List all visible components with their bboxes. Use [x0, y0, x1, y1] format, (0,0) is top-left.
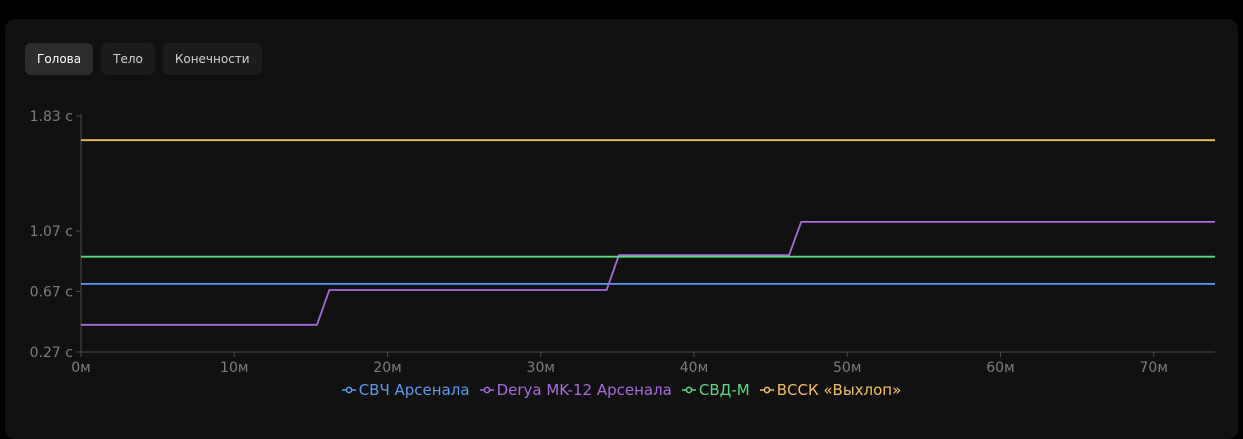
legend-item[interactable]: Derya MK-12 Арсенала	[479, 381, 672, 399]
line-chart: 1.83 с 1.07 с 0.67 с 0.27 с0м 10м 20м 30м 40м 50…	[30, 109, 1215, 376]
legend-label: ВССК «Выхлоп»	[776, 381, 902, 399]
y-tick-label: 0.67 с	[30, 284, 73, 300]
chart-legend: СВЧ Арсенала Derya MK-12 Арсенала СВД-М ВСС…	[5, 381, 1238, 399]
x-tick-label: 50м	[833, 360, 861, 376]
x-tick-label: 30м	[527, 360, 555, 376]
tab-limbs[interactable]: Конечности	[162, 43, 262, 75]
series-line-1	[81, 221, 1215, 326]
legend-item[interactable]: СВД-М	[681, 381, 750, 399]
body-part-tabs: Голова Тело Конечности	[25, 43, 262, 75]
x-tick-label: 0м	[71, 360, 90, 376]
legend-item[interactable]: СВЧ Арсенала	[341, 381, 470, 399]
legend-marker-icon	[479, 386, 494, 394]
tab-body[interactable]: Тело	[101, 43, 155, 75]
x-tick-label: 20м	[373, 360, 401, 376]
x-tick-label: 10м	[220, 360, 248, 376]
x-tick-label: 40м	[680, 360, 708, 376]
legend-label: СВЧ Арсенала	[358, 381, 470, 399]
x-tick-label: 70м	[1140, 360, 1168, 376]
y-tick-label: 1.83 с	[30, 109, 73, 125]
legend-item[interactable]: ВССК «Выхлоп»	[759, 381, 902, 399]
legend-marker-icon	[341, 386, 356, 394]
x-tick-label: 60м	[986, 360, 1014, 376]
y-tick-label: 0.27 с	[30, 345, 73, 361]
y-tick-label: 1.07 с	[30, 224, 73, 240]
tab-head[interactable]: Голова	[25, 43, 94, 75]
legend-label: Derya MK-12 Арсенала	[496, 381, 672, 399]
legend-marker-icon	[681, 386, 696, 394]
legend-marker-icon	[759, 386, 774, 394]
chart-panel: Голова Тело Конечности 1.83 с 1.07 с 0.67 …	[5, 19, 1238, 439]
legend-label: СВД-М	[698, 381, 750, 399]
